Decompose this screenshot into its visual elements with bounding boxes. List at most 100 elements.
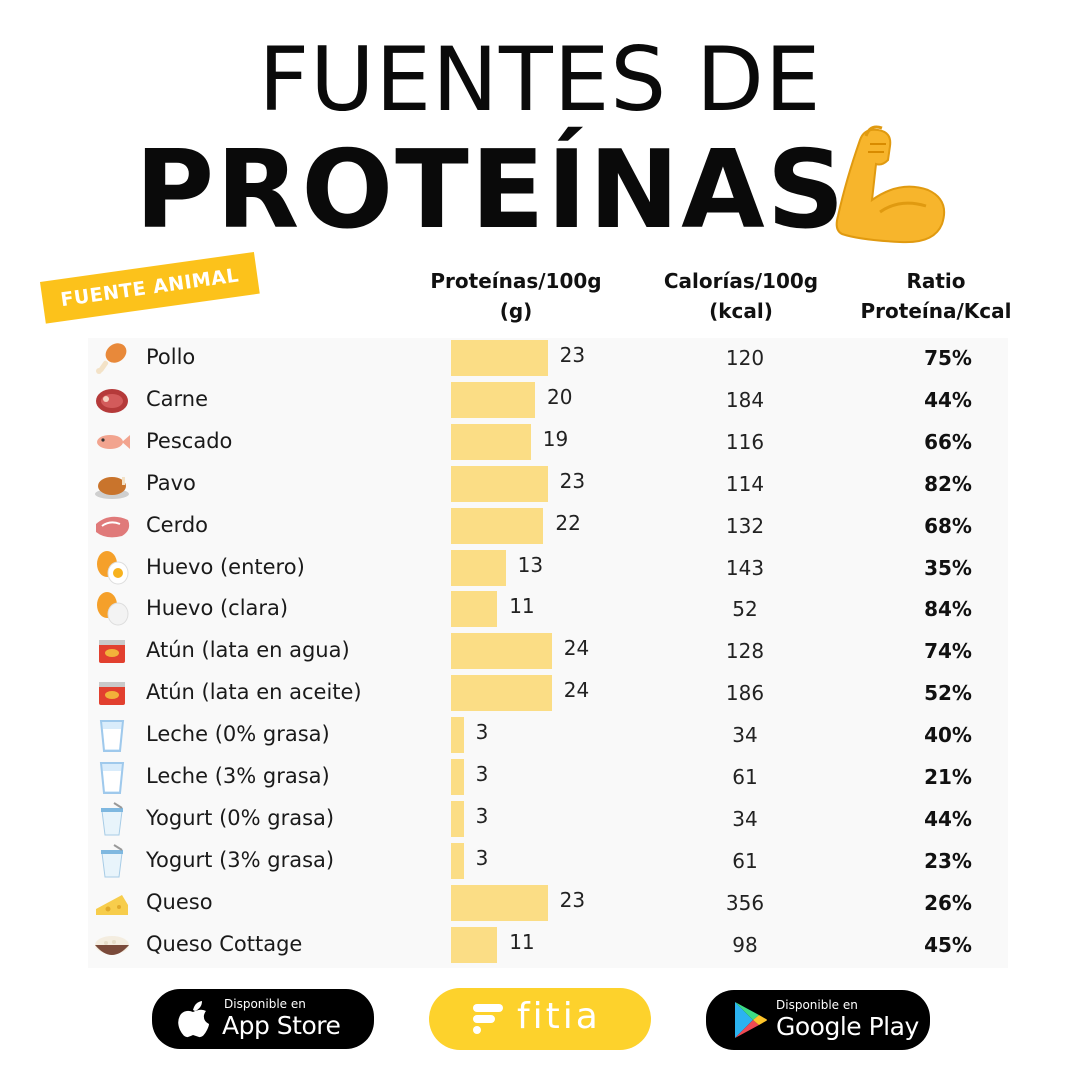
protein-value-label: 11 [509,929,535,954]
row-food-name: Pescado [146,428,233,453]
protein-column-header: Proteínas/100g (g) [414,266,618,326]
calories-value: 61 [732,765,758,789]
calories-value: 116 [725,429,765,454]
protein-bar [451,549,506,586]
protein-value-label: 24 [563,636,590,661]
protein-bar [451,884,548,921]
pork-cut-icon [96,516,130,537]
google-play-big-text: Google Play [776,1012,919,1041]
calories-value: 120 [725,346,765,370]
google-play-icon [735,1002,767,1038]
ratio-value: 35% [924,555,972,580]
chicken-leg-icon [96,343,127,374]
calories-column-header: Calorías/100g (kcal) [646,266,836,326]
protein-value-label: 20 [547,384,573,409]
row-food-name: Carne [146,386,209,411]
row-food-name: Yogurt (3% grasa) [146,847,335,872]
row-food-name: Pavo [146,470,196,495]
row-food-name: Huevo (entero) [146,554,305,579]
calories-header-line-2: (kcal) [709,299,773,323]
calories-value: 34 [732,723,758,748]
milk-glass-icon [99,720,125,753]
calories-header-line-1: Calorías/100g [663,269,819,293]
calories-value: 184 [725,387,765,412]
ratio-value: 45% [924,932,972,957]
protein-value-label: 11 [509,594,535,619]
calories-value: 143 [725,555,765,580]
protein-header-line-2: (g) [499,299,533,323]
ratio-value: 52% [924,681,972,706]
app-store-small-text: Disponible en [224,997,306,1011]
protein-bar [451,717,464,754]
ratio-value: 44% [924,806,972,831]
row-food-name: Leche (0% grasa) [146,722,330,747]
ratio-value: 66% [924,429,972,454]
protein-value-label: 13 [517,552,544,577]
ratio-value: 21% [924,765,972,789]
apple-icon [178,1001,209,1038]
yogurt-cup-icon [101,843,123,878]
ratio-header-line-2: Proteína/Kcal [860,299,1012,323]
google-play-button[interactable]: Disponible en Google Play [706,990,930,1050]
protein-bar [451,842,464,879]
app-store-big-text: App Store [222,1011,341,1040]
protein-value-label: 3 [475,720,489,745]
row-food-name: Leche (3% grasa) [146,764,330,788]
category-label: FUENTE ANIMAL [59,264,241,312]
ratio-header-line-1: Ratio [906,269,966,293]
ratio-value: 82% [924,471,972,496]
cheese-icon [96,894,128,915]
ratio-value: 74% [924,639,972,664]
protein-value-label: 23 [559,343,586,367]
fitia-brand-name: fitia [517,996,601,1037]
calories-value: 98 [732,932,758,957]
roast-turkey-icon [95,476,129,499]
yogurt-cup-icon [101,802,123,836]
protein-bar [451,423,531,460]
ratio-value: 26% [924,890,972,915]
protein-bar [451,800,464,837]
app-store-button[interactable]: Disponible en App Store [152,989,374,1049]
egg-icon [97,550,129,584]
protein-bar [451,340,548,376]
protein-bar [451,465,548,502]
protein-bar [451,759,464,795]
milk-glass-icon [99,762,125,794]
title-line-1: FUENTES DE [258,28,822,131]
row-food-name: Pollo [146,345,196,369]
calories-value: 114 [725,471,765,496]
ratio-value: 23% [924,848,972,873]
protein-bar [451,926,498,963]
title-line-2: PROTEÍNAS [135,128,847,253]
protein-value-label: 23 [559,468,586,493]
ratio-value: 44% [924,387,972,412]
calories-value: 186 [725,681,765,706]
protein-value-label: 24 [563,678,590,703]
ratio-value: 68% [924,513,972,538]
cottage-cheese-bowl-icon [95,935,129,955]
row-food-name: Huevo (clara) [146,596,289,621]
row-food-name: Queso [146,889,213,914]
flexed-biceps-icon [835,125,946,244]
meat-icon [96,388,128,413]
egg-white-icon [97,592,129,626]
ratio-value: 40% [924,723,972,748]
ratio-value: 75% [924,346,972,370]
row-food-name: Atún (lata en aceite) [146,680,362,705]
protein-value-label: 3 [475,845,489,870]
protein-value-label: 3 [475,762,489,786]
fish-icon [97,434,130,449]
protein-bar [451,633,552,670]
calories-value: 356 [725,890,765,915]
tuna-can-icon [99,640,125,664]
calories-value: 52 [732,597,758,622]
protein-bar [451,591,498,628]
protein-bar [451,381,535,418]
fitia-brand-button[interactable]: fitia [429,988,651,1050]
protein-value-label: 22 [555,510,581,535]
protein-value-label: 23 [559,887,586,912]
protein-bar [451,507,544,544]
row-food-name: Cerdo [146,512,209,537]
ratio-column-header: Ratio Proteína/Kcal [840,266,1032,326]
row-food-name: Yogurt (0% grasa) [146,805,335,830]
